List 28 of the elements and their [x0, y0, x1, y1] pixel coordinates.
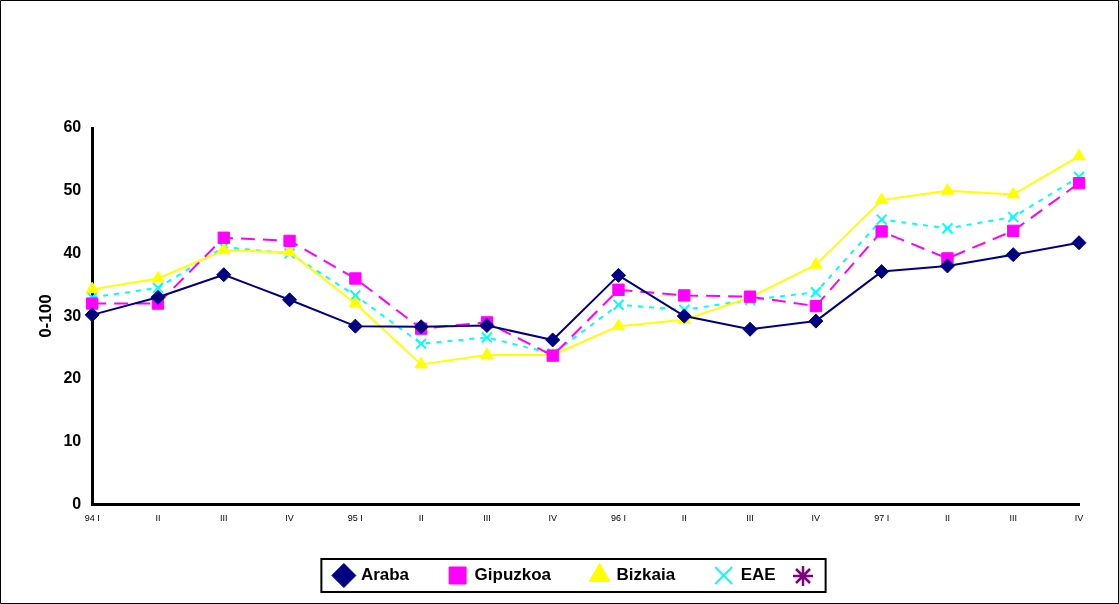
y-tick-label: 0 [72, 494, 82, 512]
x-tick-label: IV [811, 513, 821, 524]
legend-label: Bizkaia [616, 565, 676, 585]
x-tick-label: III [483, 513, 491, 524]
x-tick-label: 95 I [347, 513, 363, 524]
legend-label: Gipuzkoa [474, 565, 552, 585]
x-tick-label: 94 I [84, 513, 100, 524]
legend-label: Araba [360, 565, 410, 585]
legend-label: EAE [740, 565, 776, 585]
y-tick-label: 60 [63, 118, 82, 136]
y-tick-label: 50 [63, 181, 82, 199]
x-tick-label: III [746, 513, 754, 524]
x-tick-label: II [418, 513, 424, 524]
x-tick-label: III [1009, 513, 1017, 524]
y-tick-label: 10 [63, 431, 82, 449]
x-tick-label: 97 I [874, 513, 890, 524]
x-tick-label: 96 I [610, 513, 626, 524]
x-tick-label: III [220, 513, 228, 524]
x-tick-label: IV [1074, 513, 1084, 524]
x-tick-label: II [681, 513, 687, 524]
y-tick-label: 40 [63, 243, 82, 261]
x-tick-label: IV [285, 513, 294, 524]
y-tick-label: 20 [63, 369, 82, 387]
x-tick-label: II [155, 513, 161, 524]
y-tick-label: 30 [63, 306, 82, 324]
x-tick-label: II [944, 513, 950, 524]
x-tick-label: IV [548, 513, 557, 524]
y-axis-title: 0-100 [35, 294, 55, 338]
